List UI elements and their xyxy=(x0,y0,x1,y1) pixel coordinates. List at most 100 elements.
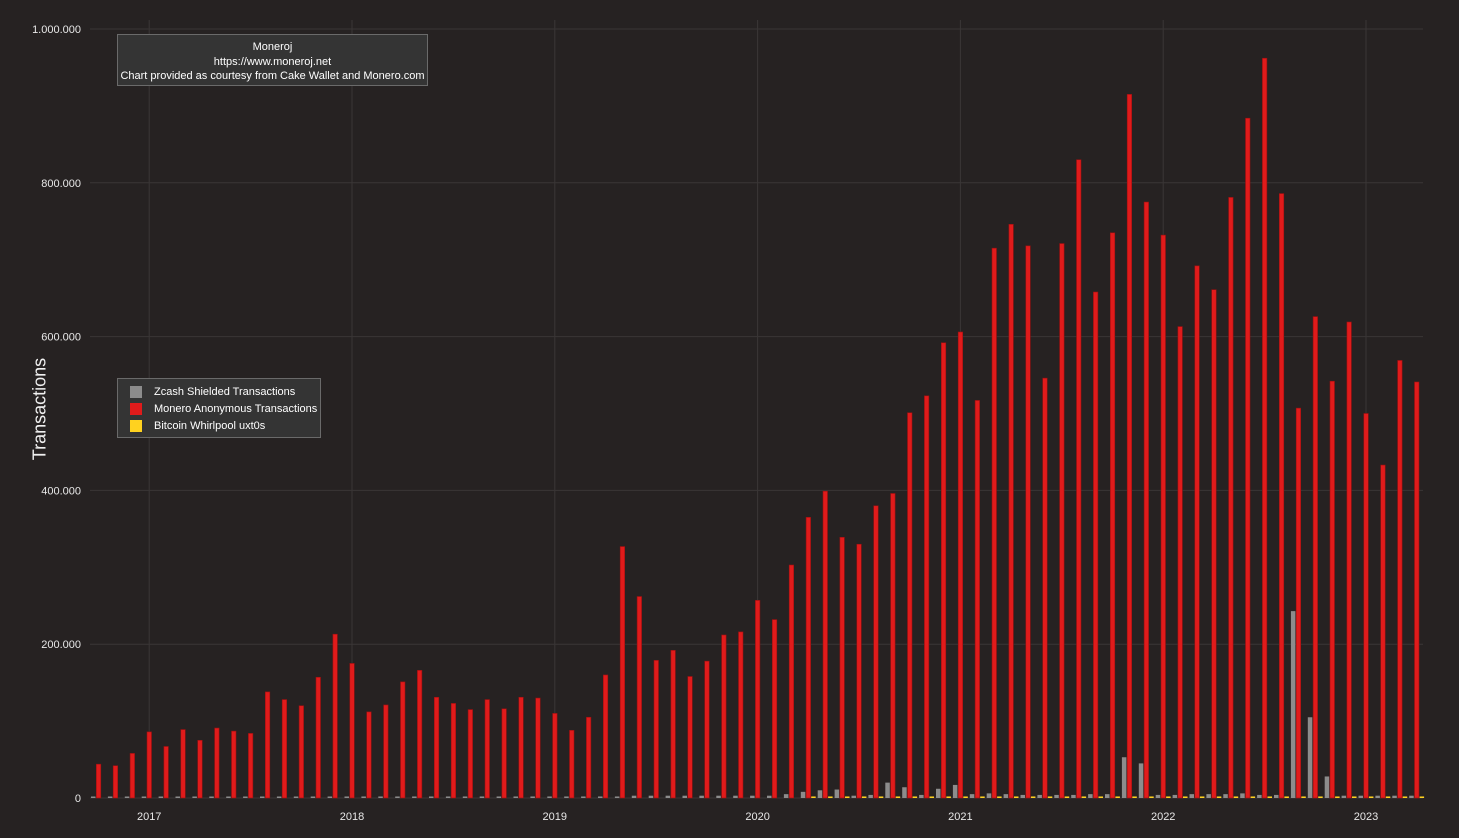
zcash-bar xyxy=(631,795,637,798)
zcash-bar xyxy=(682,795,687,798)
monero-bar xyxy=(670,650,676,799)
bitcoin-bar xyxy=(1149,796,1154,798)
bitcoin-bar xyxy=(1166,796,1171,798)
zcash-bar xyxy=(783,794,789,798)
x-tick-label: 2017 xyxy=(137,811,161,823)
zcash-bar xyxy=(817,790,823,798)
bitcoin-bar xyxy=(1385,796,1391,798)
bars-group xyxy=(91,57,1425,799)
zcash-bar xyxy=(479,796,485,798)
legend-item-monero[interactable]: Monero Anonymous Transactions xyxy=(118,402,320,419)
x-tick-label: 2022 xyxy=(1151,811,1175,823)
monero-bar xyxy=(619,546,626,799)
bitcoin-bar xyxy=(980,796,985,798)
bitcoin-bar xyxy=(929,796,934,798)
zcash-bar xyxy=(868,794,873,798)
monero-bar xyxy=(822,490,828,799)
monero-bar xyxy=(1329,380,1335,799)
monero-bar xyxy=(281,699,288,799)
zcash-bar xyxy=(1088,794,1093,798)
zcash-bar xyxy=(699,795,704,798)
monero-bar xyxy=(417,670,423,799)
zcash-bar xyxy=(91,796,96,798)
zcash-bar xyxy=(1206,794,1211,798)
monero-bar xyxy=(755,600,761,799)
monero-bar xyxy=(467,709,473,799)
credit-text: Chart provided as courtesy from Cake Wal… xyxy=(120,70,425,82)
zcash-bar xyxy=(1172,794,1178,798)
bitcoin-bar xyxy=(1402,796,1408,798)
monero-bar xyxy=(856,543,862,799)
monero-bar xyxy=(484,699,490,799)
monero-bar xyxy=(586,716,592,799)
bitcoin-bar xyxy=(878,796,884,798)
zcash-bar xyxy=(665,795,671,798)
zcash-bar xyxy=(496,796,502,798)
zcash-bar xyxy=(1257,794,1262,798)
monero-bar xyxy=(924,395,930,799)
monero-bar xyxy=(839,537,845,799)
y-tick-label: 200.000 xyxy=(41,639,81,651)
monero-bar xyxy=(214,727,220,799)
bitcoin-bar xyxy=(895,796,901,798)
monero-bar xyxy=(738,631,744,799)
bitcoin-bar xyxy=(1199,796,1205,798)
zcash-bar xyxy=(344,796,349,798)
monero-bar xyxy=(163,746,169,799)
monero-bar xyxy=(1008,224,1014,799)
zcash-bar xyxy=(986,793,992,798)
monero-bar xyxy=(873,505,879,799)
bitcoin-bar xyxy=(861,796,867,798)
zcash-bar xyxy=(175,796,180,798)
zcash-bar xyxy=(1409,795,1414,798)
bitcoin-bar xyxy=(963,796,968,798)
monero-bar xyxy=(366,711,372,799)
zcash-bar xyxy=(851,795,856,798)
y-tick-label: 800.000 xyxy=(41,178,81,190)
monero-bar xyxy=(146,731,152,799)
zcash-bar xyxy=(919,794,924,798)
y-tick-label: 400.000 xyxy=(41,485,81,497)
zcash-bar xyxy=(1240,793,1245,798)
zcash-bar xyxy=(327,796,333,798)
legend-item-zcash[interactable]: Zcash Shielded Transactions xyxy=(118,385,320,402)
monero-bar xyxy=(129,753,135,799)
bitcoin-bar xyxy=(1318,796,1323,798)
legend-item-bitcoin[interactable]: Bitcoin Whirlpool uxt0s xyxy=(118,419,320,436)
monero-bar xyxy=(602,674,609,799)
zcash-bar xyxy=(834,789,840,798)
zcash-bar xyxy=(733,795,738,798)
zcash-bar xyxy=(936,788,941,798)
monero-bar xyxy=(1363,413,1369,799)
x-tick-label: 2018 xyxy=(340,811,364,823)
x-axis-ticks: 2017 2018 2019 2020 2021 2022 2023 xyxy=(137,811,1378,823)
bitcoin-bar xyxy=(1047,796,1053,798)
bitcoin-bar xyxy=(828,796,833,798)
zcash-bar xyxy=(209,796,214,798)
monero-bar xyxy=(687,676,693,799)
monero-bar xyxy=(349,663,355,799)
monero-bar xyxy=(1262,57,1268,799)
monero-bar xyxy=(974,400,980,799)
legend-label-monero: Monero Anonymous Transactions xyxy=(154,403,318,415)
bitcoin-bar xyxy=(1064,796,1070,798)
monero-bar xyxy=(653,660,659,799)
bitcoin-bar xyxy=(1419,796,1425,798)
y-tick-label: 1.000.000 xyxy=(32,24,81,36)
zcash-bar xyxy=(293,796,299,798)
bitcoin-bar xyxy=(1250,796,1256,798)
zcash-bar xyxy=(750,795,755,798)
zcash-bar xyxy=(598,796,603,798)
zcash-bar xyxy=(1341,795,1347,798)
legend-swatch-bitcoin xyxy=(130,420,142,432)
zcash-bar xyxy=(243,796,248,798)
monero-bar xyxy=(1312,316,1318,799)
bitcoin-bar xyxy=(1368,796,1374,798)
monero-bar xyxy=(180,729,186,799)
zcash-bar xyxy=(226,796,231,798)
bitcoin-bar xyxy=(1301,796,1306,798)
monero-bar xyxy=(383,704,389,799)
monero-bar xyxy=(264,691,271,799)
zcash-bar xyxy=(1189,794,1194,798)
zcash-bar xyxy=(276,796,282,798)
